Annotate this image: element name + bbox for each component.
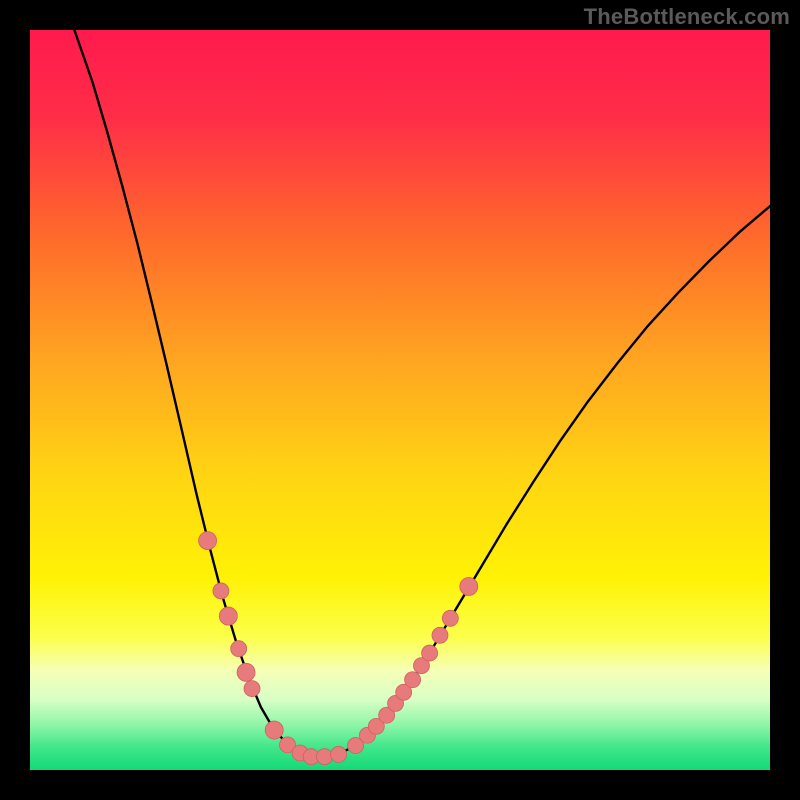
curve-marker — [199, 532, 217, 550]
curve-marker — [219, 607, 237, 625]
curve-marker — [432, 627, 448, 643]
curve-marker — [405, 672, 421, 688]
curve-marker — [231, 641, 247, 657]
curve-marker — [422, 645, 438, 661]
curve-marker — [317, 749, 333, 765]
curve-marker — [265, 721, 283, 739]
chart-frame: TheBottleneck.com — [0, 0, 800, 800]
curve-marker — [460, 577, 478, 595]
curve-marker — [331, 746, 347, 762]
curve-marker — [237, 663, 255, 681]
plot-area — [30, 30, 770, 770]
gradient-background — [30, 30, 770, 770]
curve-marker — [442, 610, 458, 626]
curve-marker — [244, 681, 260, 697]
curve-marker — [213, 583, 229, 599]
bottleneck-chart — [30, 30, 770, 770]
watermark-text: TheBottleneck.com — [584, 4, 790, 30]
